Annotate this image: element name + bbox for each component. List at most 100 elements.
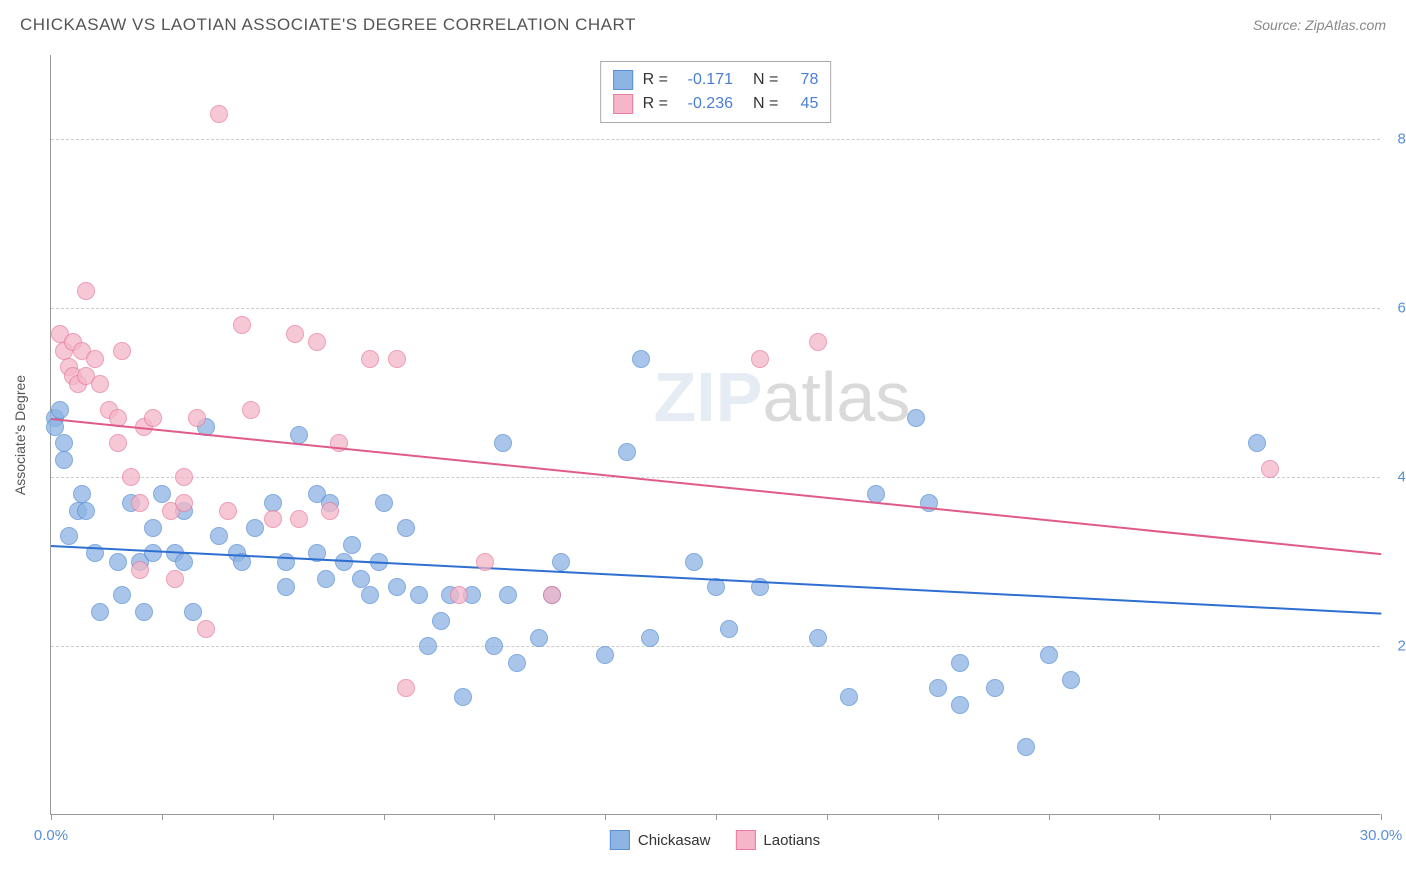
- data-point: [840, 688, 858, 706]
- x-tick-label: 30.0%: [1360, 827, 1403, 844]
- legend-label: Chickasaw: [638, 832, 711, 849]
- stats-box: R =-0.171N =78R =-0.236N =45: [600, 61, 832, 123]
- data-point: [184, 603, 202, 621]
- data-point: [210, 105, 228, 123]
- data-point: [907, 409, 925, 427]
- legend-swatch: [610, 830, 630, 850]
- data-point: [596, 646, 614, 664]
- data-point: [175, 468, 193, 486]
- data-point: [397, 679, 415, 697]
- data-point: [246, 519, 264, 537]
- data-point: [264, 510, 282, 528]
- data-point: [485, 637, 503, 655]
- data-point: [135, 603, 153, 621]
- data-point: [543, 586, 561, 604]
- data-point: [60, 527, 78, 545]
- legend-bottom: Chickasaw Laotians: [610, 830, 820, 850]
- gridline-h: [51, 477, 1380, 478]
- stats-row: R =-0.171N =78: [613, 68, 819, 92]
- data-point: [361, 586, 379, 604]
- data-point: [113, 342, 131, 360]
- n-label: N =: [753, 71, 778, 89]
- data-point: [77, 282, 95, 300]
- data-point: [55, 451, 73, 469]
- data-point: [352, 570, 370, 588]
- data-point: [476, 553, 494, 571]
- data-point: [308, 333, 326, 351]
- data-point: [450, 586, 468, 604]
- y-tick-label: 60.0%: [1397, 300, 1406, 317]
- data-point: [277, 553, 295, 571]
- legend-item: Chickasaw: [610, 830, 711, 850]
- data-point: [286, 325, 304, 343]
- data-point: [410, 586, 428, 604]
- gridline-h: [51, 646, 1380, 647]
- data-point: [290, 510, 308, 528]
- data-point: [1017, 738, 1035, 756]
- data-point: [1261, 460, 1279, 478]
- r-label: R =: [643, 71, 668, 89]
- data-point: [277, 578, 295, 596]
- data-point: [494, 434, 512, 452]
- data-point: [122, 468, 140, 486]
- x-tick: [938, 814, 939, 820]
- y-axis-label: Associate's Degree: [12, 375, 28, 495]
- data-point: [1062, 671, 1080, 689]
- data-point: [55, 434, 73, 452]
- data-point: [144, 544, 162, 562]
- x-tick: [273, 814, 274, 820]
- data-point: [264, 494, 282, 512]
- title-bar: CHICKASAW VS LAOTIAN ASSOCIATE'S DEGREE …: [0, 0, 1406, 40]
- x-tick: [827, 814, 828, 820]
- data-point: [986, 679, 1004, 697]
- data-point: [641, 629, 659, 647]
- data-point: [166, 570, 184, 588]
- x-tick: [1049, 814, 1050, 820]
- n-label: N =: [753, 95, 778, 113]
- data-point: [618, 443, 636, 461]
- data-point: [131, 561, 149, 579]
- data-point: [51, 401, 69, 419]
- stats-row: R =-0.236N =45: [613, 92, 819, 116]
- data-point: [375, 494, 393, 512]
- data-point: [720, 620, 738, 638]
- data-point: [751, 350, 769, 368]
- x-tick: [51, 814, 52, 820]
- data-point: [388, 350, 406, 368]
- data-point: [188, 409, 206, 427]
- gridline-h: [51, 308, 1380, 309]
- legend-label: Laotians: [763, 832, 820, 849]
- data-point: [113, 586, 131, 604]
- data-point: [73, 485, 91, 503]
- data-point: [131, 494, 149, 512]
- y-tick-label: 20.0%: [1397, 638, 1406, 655]
- data-point: [290, 426, 308, 444]
- series-swatch: [613, 94, 633, 114]
- data-point: [86, 350, 104, 368]
- data-point: [321, 502, 339, 520]
- trend-line: [51, 545, 1381, 615]
- data-point: [809, 333, 827, 351]
- data-point: [219, 502, 237, 520]
- data-point: [91, 603, 109, 621]
- data-point: [1040, 646, 1058, 664]
- x-tick: [1159, 814, 1160, 820]
- data-point: [197, 620, 215, 638]
- data-point: [454, 688, 472, 706]
- x-tick: [716, 814, 717, 820]
- data-point: [388, 578, 406, 596]
- data-point: [397, 519, 415, 537]
- data-point: [1248, 434, 1266, 452]
- watermark-atlas: atlas: [762, 358, 910, 436]
- data-point: [530, 629, 548, 647]
- data-point: [144, 409, 162, 427]
- data-point: [343, 536, 361, 554]
- n-value: 78: [788, 71, 818, 89]
- data-point: [361, 350, 379, 368]
- data-point: [153, 485, 171, 503]
- data-point: [432, 612, 450, 630]
- data-point: [685, 553, 703, 571]
- data-point: [77, 502, 95, 520]
- data-point: [109, 434, 127, 452]
- data-point: [951, 696, 969, 714]
